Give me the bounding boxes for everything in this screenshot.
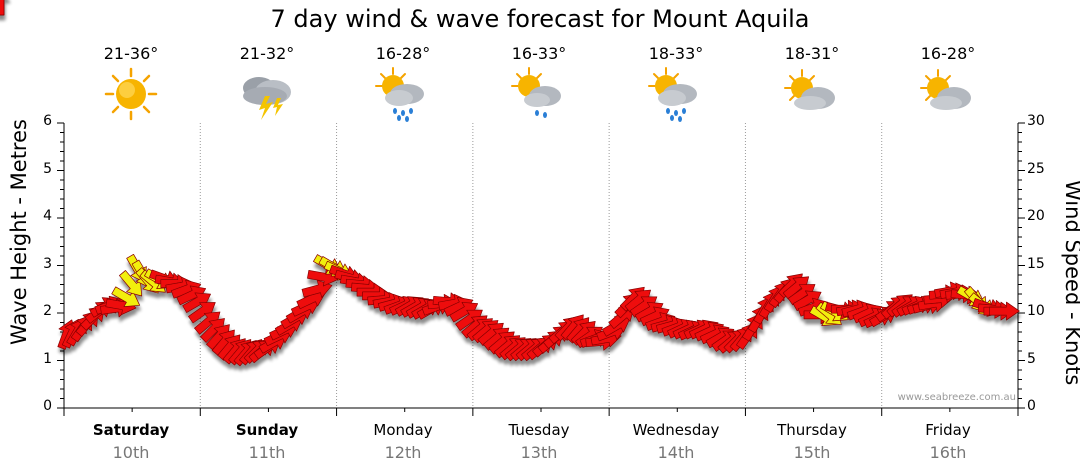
chart-title: 7 day wind & wave forecast for Mount Aqu… (270, 5, 810, 33)
sun-shower-cloud-icon (511, 67, 561, 118)
x-tick-day: Monday (373, 421, 433, 439)
y-tick-right: 25 (1027, 161, 1045, 177)
x-tick-day: Thursday (777, 421, 847, 439)
wind-arrow (989, 301, 1020, 321)
sun-cloud-icon (784, 69, 835, 110)
weather-temp: 16-28° (920, 44, 976, 63)
weather-temp: 21-32° (239, 44, 295, 63)
x-tick-day: Friday (925, 421, 971, 439)
x-tick-date: 13th (520, 443, 558, 462)
y-tick-right: 10 (1027, 303, 1045, 319)
sun-icon (104, 67, 158, 121)
y-tick-left: 4 (43, 208, 52, 224)
y-tick-left: 6 (43, 113, 52, 129)
y-tick-right: 0 (1027, 398, 1036, 414)
x-tick-date: 11th (248, 443, 286, 462)
y-tick-left: 1 (43, 351, 52, 367)
sun-cloud-icon (920, 69, 971, 110)
y-tick-right: 30 (1027, 113, 1045, 129)
x-tick-date: 15th (793, 443, 831, 462)
sun-rain-cloud-icon (648, 67, 697, 122)
weather-temp: 21-36° (103, 44, 159, 63)
x-tick-day: Sunday (235, 421, 299, 439)
storm-cloud-icon (243, 77, 291, 120)
x-tick-day: Wednesday (632, 421, 720, 439)
y-tick-left: 5 (43, 161, 52, 177)
weather-temp: 16-33° (511, 44, 567, 63)
y-tick-left: 3 (43, 256, 52, 272)
wind-arrow (0, 0, 5, 16)
weather-temp: 16-28° (375, 44, 431, 63)
y-tick-left: 0 (43, 398, 52, 414)
y-tick-left: 2 (43, 303, 52, 319)
y-tick-right: 5 (1027, 351, 1036, 367)
weather-temp: 18-33° (648, 44, 704, 63)
y-tick-right: 20 (1027, 208, 1045, 224)
weather-temp: 18-31° (784, 44, 840, 63)
sun-rain-cloud-icon (375, 67, 424, 122)
x-tick-day: Saturday (92, 421, 170, 439)
x-tick-day: Tuesday (508, 421, 570, 439)
y-tick-right: 15 (1027, 256, 1045, 272)
x-tick-date: 14th (657, 443, 695, 462)
watermark-credit: www.seabreeze.com.au (897, 392, 1016, 403)
x-tick-date: 16th (929, 443, 967, 462)
x-tick-date: 12th (384, 443, 422, 462)
x-tick-date: 10th (112, 443, 150, 462)
